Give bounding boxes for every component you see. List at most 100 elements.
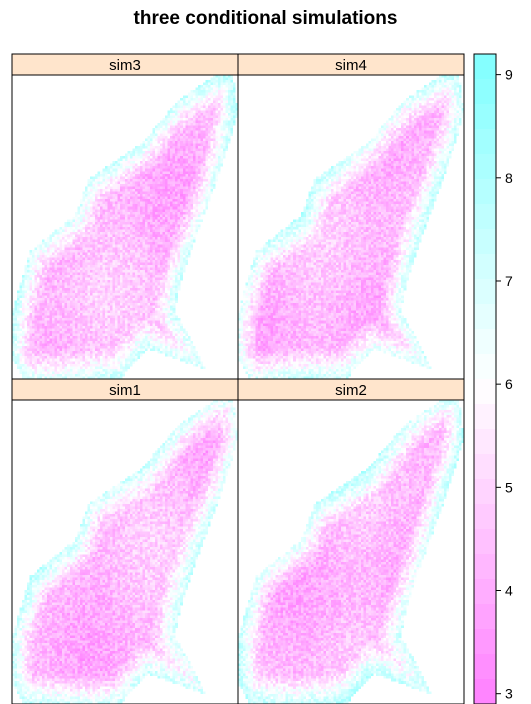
heat-cell (155, 282, 158, 286)
heat-cell (49, 280, 53, 283)
heat-cell (222, 100, 226, 103)
heat-cell (185, 249, 188, 253)
heat-cell (170, 267, 173, 271)
heat-cell (155, 303, 158, 306)
heat-cell (44, 252, 48, 255)
heat-cell (147, 254, 151, 258)
heat-cell (59, 310, 63, 314)
heat-cell (162, 209, 166, 212)
heat-cell (197, 156, 201, 159)
heat-cell (29, 292, 33, 296)
heat-cell (202, 206, 206, 210)
heat-cell (210, 171, 213, 174)
heat-cell (59, 280, 63, 283)
heat-cell (69, 282, 73, 286)
heat-cell (145, 265, 148, 268)
heat-cell (175, 161, 178, 164)
heat-cell (114, 330, 118, 334)
heat-cell (117, 194, 121, 197)
heat-cell (82, 275, 85, 278)
heat-cell (155, 295, 158, 298)
heat-cell (122, 277, 126, 281)
heat-cell (197, 140, 201, 144)
heat-cell (59, 252, 63, 255)
heat-cell (210, 168, 213, 172)
heat-cell (82, 325, 85, 329)
heat-cell (155, 308, 158, 311)
heat-cell (109, 227, 113, 230)
heat-cell (172, 249, 176, 253)
heat-cell (175, 242, 178, 245)
heat-cell (67, 313, 70, 316)
heat-cell (67, 303, 70, 306)
heat-cell (119, 308, 123, 311)
heat-cell (200, 183, 203, 187)
heat-cell (180, 186, 183, 190)
heat-cell (104, 265, 108, 268)
heat-cell (187, 211, 191, 215)
heat-cell (177, 130, 181, 134)
heat-cell (215, 158, 218, 162)
heat-cell (187, 239, 191, 243)
heat-cell (99, 254, 103, 258)
heat-cell (192, 168, 196, 172)
heat-cell (190, 107, 193, 111)
heat-cell (227, 75, 231, 78)
heat-cell (130, 166, 133, 169)
heat-cell (97, 287, 100, 291)
heat-cell (202, 196, 206, 200)
heat-cell (62, 308, 65, 311)
heat-cell (190, 189, 193, 192)
heat-cell (155, 310, 158, 314)
heat-cell (185, 221, 188, 225)
heat-cell (145, 328, 148, 331)
heat-cell (152, 227, 156, 230)
heat-cell (190, 227, 193, 230)
heat-cell (19, 330, 23, 334)
heat-cell (182, 168, 186, 172)
heat-cell (180, 219, 183, 222)
heat-cell (157, 277, 161, 281)
heat-cell (195, 178, 198, 182)
heat-cell (140, 153, 143, 157)
heat-cell (202, 201, 206, 205)
heat-cell (49, 277, 53, 281)
heat-cell (170, 201, 173, 205)
heat-cell (44, 318, 48, 321)
heat-cell (94, 221, 98, 225)
heat-cell (19, 295, 23, 298)
heat-cell (57, 247, 60, 250)
heat-cell (37, 315, 40, 319)
heat-cell (29, 265, 33, 268)
heat-cell (117, 244, 121, 248)
heat-cell (104, 272, 108, 276)
heat-cell (42, 310, 45, 314)
heat-cell (72, 270, 75, 273)
heat-cell (79, 221, 83, 225)
heat-cell (230, 107, 234, 111)
heat-cell (165, 325, 168, 329)
heat-cell (150, 178, 153, 182)
heat-cell (182, 151, 186, 154)
heat-cell (114, 262, 118, 266)
heat-cell (170, 325, 173, 329)
heat-cell (167, 265, 171, 268)
heat-cell (215, 115, 218, 119)
heat-cell (64, 275, 68, 278)
heat-cell (207, 97, 211, 101)
heat-cell (135, 303, 138, 306)
heat-cell (187, 120, 191, 124)
heat-cell (225, 77, 228, 81)
heat-cell (44, 313, 48, 316)
heat-cell (177, 262, 181, 266)
heat-cell (109, 305, 113, 309)
heat-cell (200, 173, 203, 177)
heat-cell (225, 82, 228, 86)
heat-cell (140, 166, 143, 169)
heat-cell (170, 305, 173, 309)
heat-cell (167, 272, 171, 276)
heat-cell (39, 330, 43, 334)
heat-cell (192, 183, 196, 187)
heat-cell (127, 292, 131, 296)
heat-cell (112, 219, 115, 222)
